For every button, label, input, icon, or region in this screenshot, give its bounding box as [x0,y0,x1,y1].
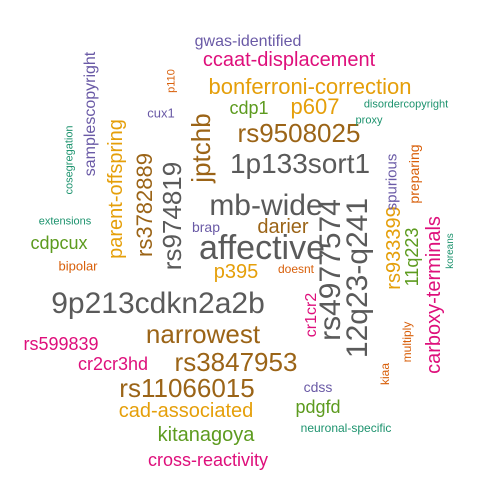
word-cr1cr2: cr1cr2 [303,292,320,338]
word-rs599839: rs599839 [23,334,99,354]
word-pdgfd: pdgfd [295,397,341,417]
word-p607: p607 [290,94,340,119]
word-affective: affective [198,229,326,267]
word-koreans: koreans [445,233,456,269]
word-cdpcux: cdpcux [30,233,88,253]
word-cosegregation: cosegregation [63,125,76,195]
word-rs974819: rs974819 [157,161,187,271]
word-cdss: cdss [303,379,333,395]
word-spurious: spurious [383,153,401,211]
word-ccaat-displacement: ccaat-displacement [202,49,376,71]
word-doesnt: doesnt [277,262,315,276]
word-rs933399: rs933399 [383,206,405,290]
word-12q23-q241: 12q23-q241 [341,197,374,359]
word-gwas-identified: gwas-identified [194,33,302,50]
word-mb-wide: mb-wide [209,189,323,222]
word-rs3847953: rs3847953 [174,347,298,377]
word-bipolar: bipolar [58,258,98,274]
word-parent-offspring: parent-offspring [105,119,127,259]
word-darier: darier [257,216,309,238]
word-rs3782889: rs3782889 [132,153,157,257]
word-9p213cdkn2a2b: 9p213cdkn2a2b [51,287,265,320]
word-preparing: preparing [406,144,422,204]
word-cux1: cux1 [147,105,175,121]
word-kitanagoya: kitanagoya [157,424,255,446]
word-rs9508025: rs9508025 [237,118,361,148]
word-cdp1: cdp1 [229,98,269,118]
word-multiply: multiply [400,321,414,363]
word-narrowest: narrowest [145,319,261,349]
word-p395: p395 [213,261,259,283]
word-p110: p110 [165,69,178,93]
word-jptchb: jptchb [186,113,216,183]
word-11q223: 11q223 [402,227,422,287]
word-kiaa: kiaa [378,362,392,386]
word-proxy: proxy [355,114,383,127]
word-carboxy-terminals: carboxy-terminals [423,216,445,374]
word-samplescopyright: samplescopyright [82,51,99,177]
word-cross-reactivity: cross-reactivity [147,450,269,470]
word-rs11066015: rs11066015 [119,373,255,403]
word-1p133sort1: 1p133sort1 [229,148,371,179]
word-bonferroni-correction: bonferroni-correction [208,74,412,99]
word-cr2cr3hd: cr2cr3hd [77,354,149,374]
word-extensions: extensions [38,215,92,228]
word-disordercopyright: disordercopyright [363,98,449,111]
word-cad-associated: cad-associated [118,400,254,422]
word-neuronal-specific: neuronal-specific [300,421,392,435]
word-brap: brap [191,219,221,235]
